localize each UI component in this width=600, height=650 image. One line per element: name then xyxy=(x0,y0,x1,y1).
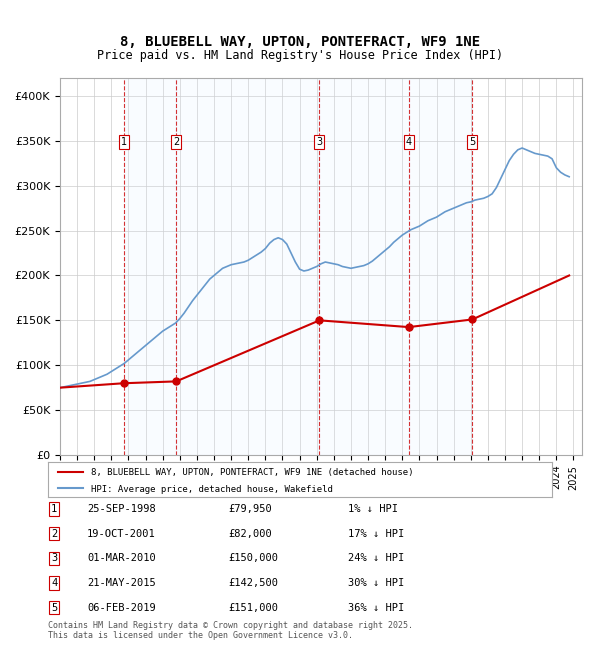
Text: 06-FEB-2019: 06-FEB-2019 xyxy=(87,603,156,613)
Text: 19-OCT-2001: 19-OCT-2001 xyxy=(87,528,156,539)
Text: £79,950: £79,950 xyxy=(228,504,272,514)
Text: 2: 2 xyxy=(51,528,57,539)
Text: HPI: Average price, detached house, Wakefield: HPI: Average price, detached house, Wake… xyxy=(91,484,333,493)
Text: 4: 4 xyxy=(51,578,57,588)
Text: 1: 1 xyxy=(51,504,57,514)
Text: 3: 3 xyxy=(51,553,57,564)
Text: 1: 1 xyxy=(121,137,127,147)
Text: 8, BLUEBELL WAY, UPTON, PONTEFRACT, WF9 1NE (detached house): 8, BLUEBELL WAY, UPTON, PONTEFRACT, WF9 … xyxy=(91,469,413,478)
Text: 01-MAR-2010: 01-MAR-2010 xyxy=(87,553,156,564)
Text: £150,000: £150,000 xyxy=(228,553,278,564)
Bar xyxy=(319,78,409,455)
Text: 24% ↓ HPI: 24% ↓ HPI xyxy=(348,553,404,564)
Bar xyxy=(124,78,176,455)
Text: £82,000: £82,000 xyxy=(228,528,272,539)
Text: 17% ↓ HPI: 17% ↓ HPI xyxy=(348,528,404,539)
Text: 8, BLUEBELL WAY, UPTON, PONTEFRACT, WF9 1NE: 8, BLUEBELL WAY, UPTON, PONTEFRACT, WF9 … xyxy=(120,35,480,49)
Text: £142,500: £142,500 xyxy=(228,578,278,588)
Text: 36% ↓ HPI: 36% ↓ HPI xyxy=(348,603,404,613)
Text: £151,000: £151,000 xyxy=(228,603,278,613)
Text: 5: 5 xyxy=(51,603,57,613)
Text: 5: 5 xyxy=(469,137,475,147)
Text: 4: 4 xyxy=(406,137,412,147)
Text: Contains HM Land Registry data © Crown copyright and database right 2025.
This d: Contains HM Land Registry data © Crown c… xyxy=(48,621,413,640)
Text: 1% ↓ HPI: 1% ↓ HPI xyxy=(348,504,398,514)
Text: Price paid vs. HM Land Registry's House Price Index (HPI): Price paid vs. HM Land Registry's House … xyxy=(97,49,503,62)
Bar xyxy=(176,78,319,455)
Bar xyxy=(409,78,472,455)
Text: 3: 3 xyxy=(316,137,323,147)
Text: 30% ↓ HPI: 30% ↓ HPI xyxy=(348,578,404,588)
Text: 21-MAY-2015: 21-MAY-2015 xyxy=(87,578,156,588)
Text: 25-SEP-1998: 25-SEP-1998 xyxy=(87,504,156,514)
Text: 2: 2 xyxy=(173,137,179,147)
